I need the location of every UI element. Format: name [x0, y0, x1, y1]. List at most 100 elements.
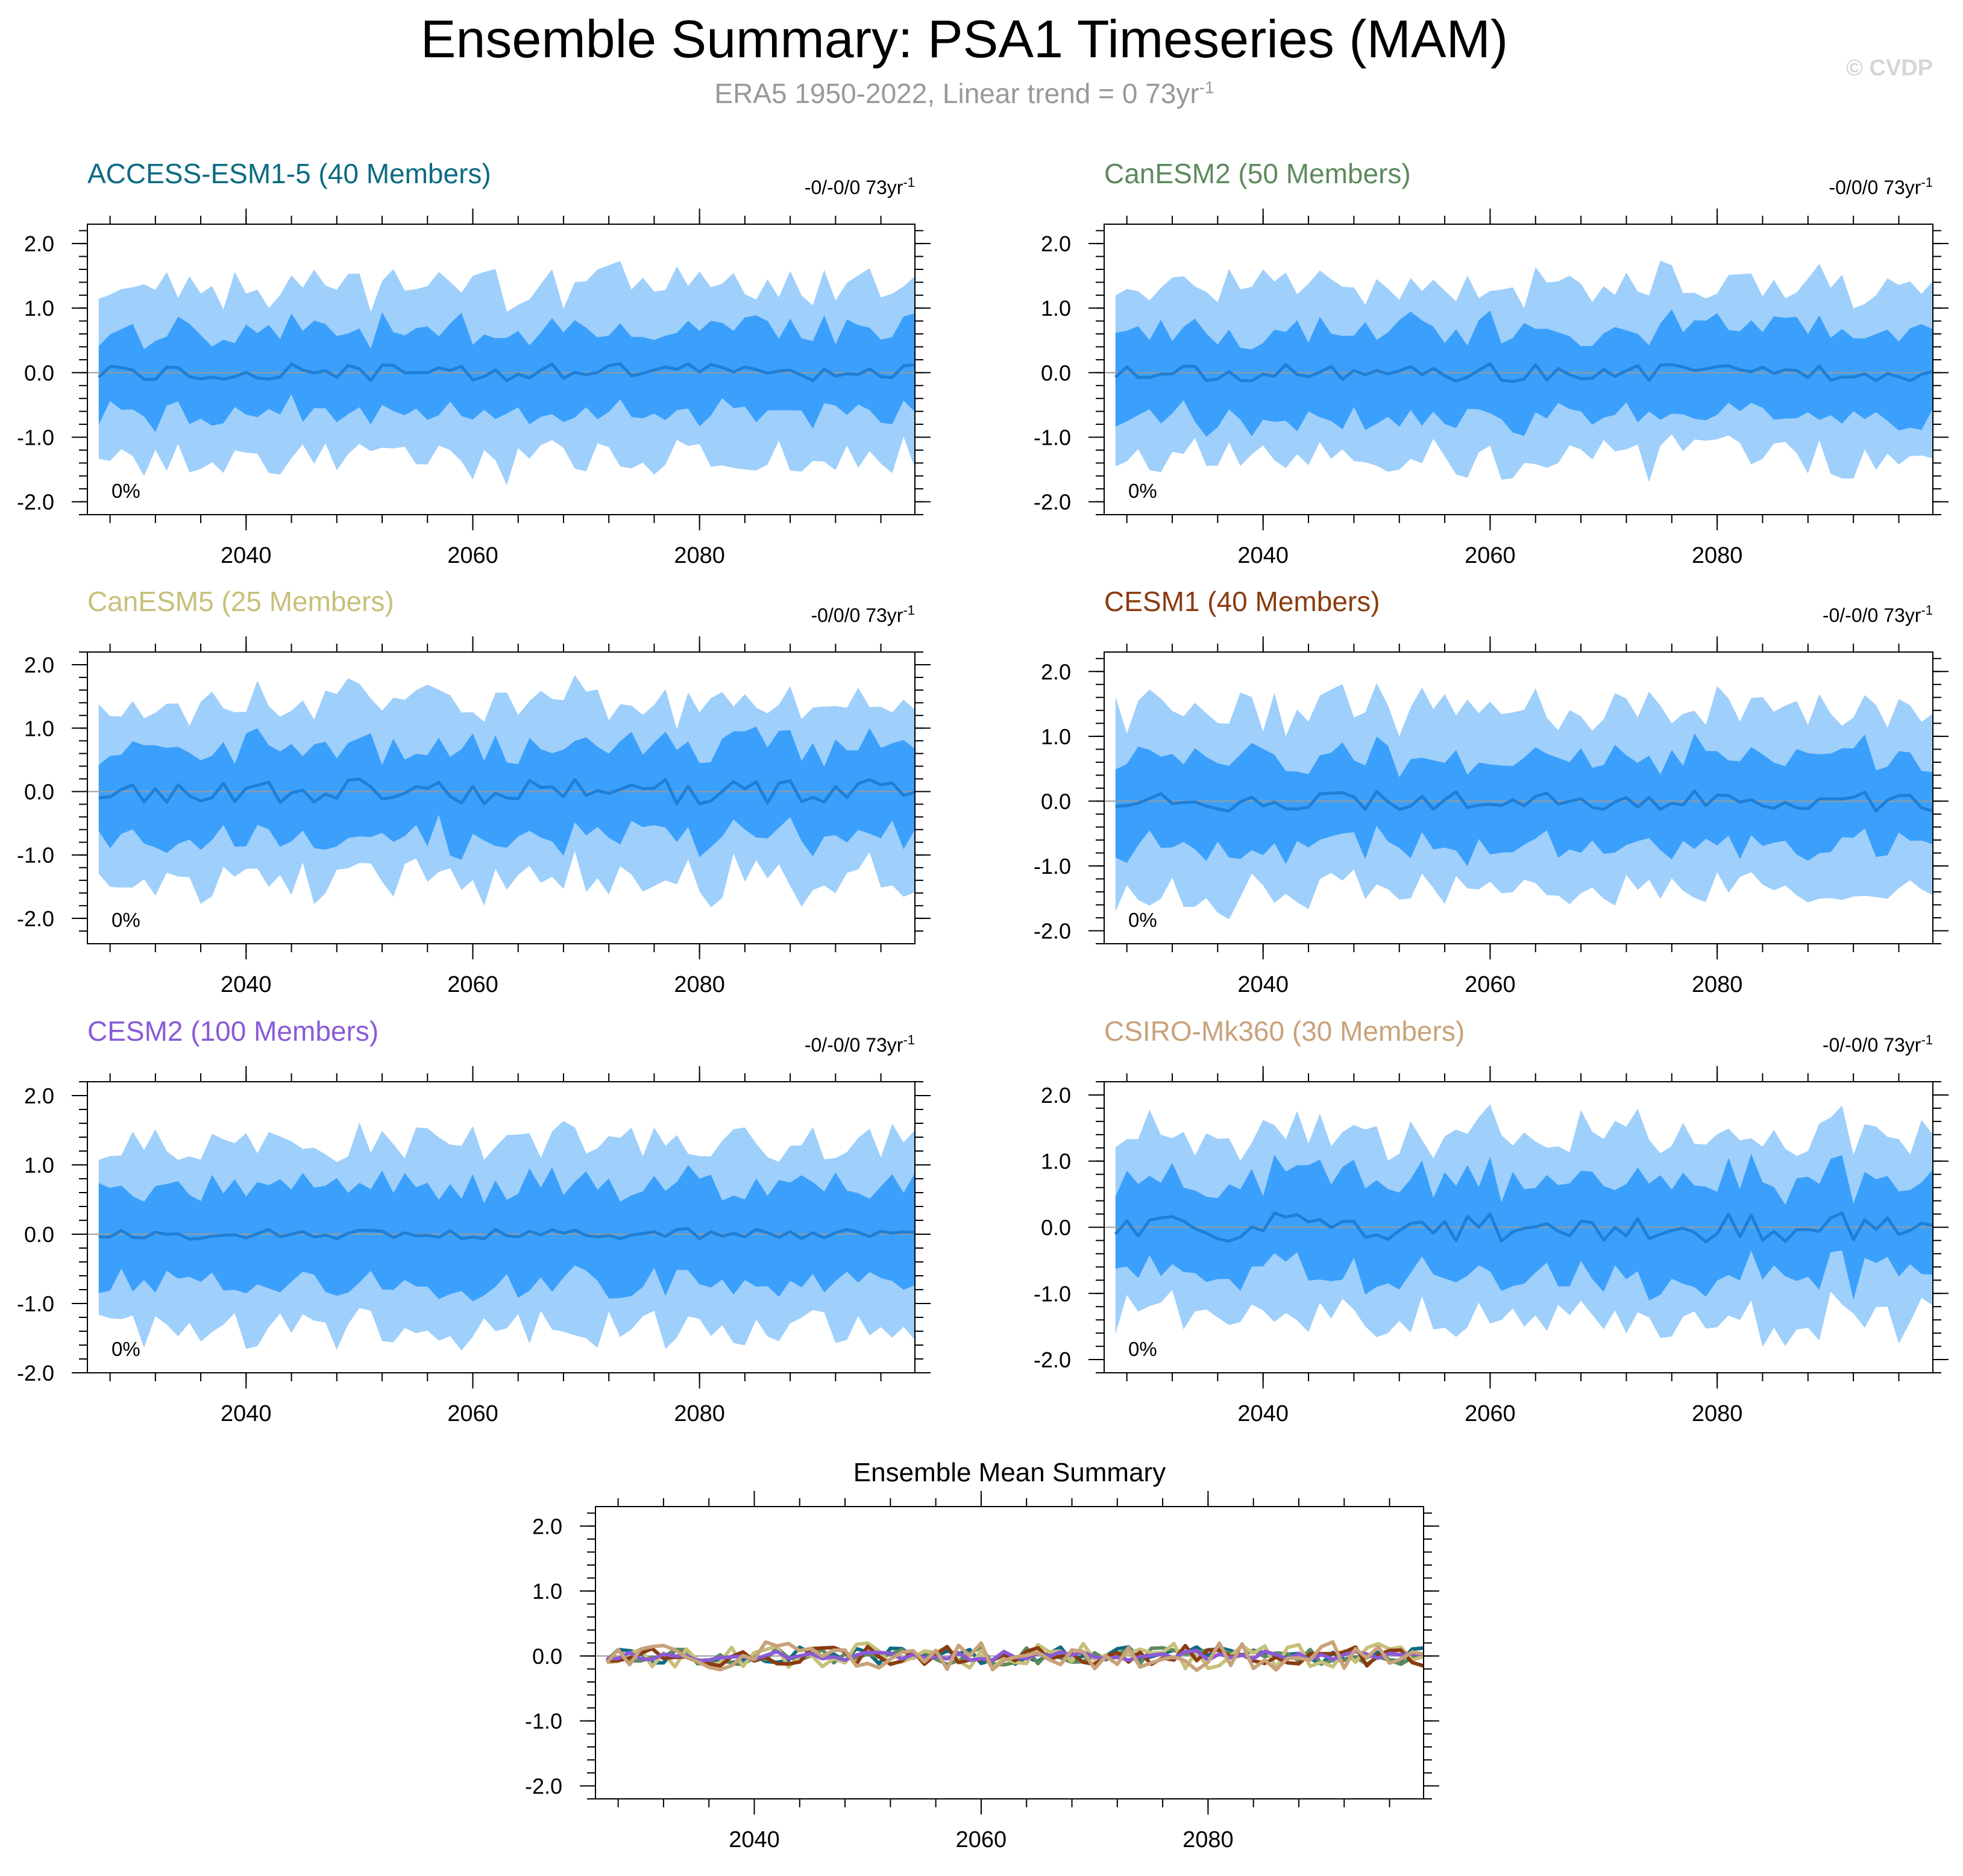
chart-4-y-tick-label: 2.0 — [1041, 659, 1071, 684]
chart-6-title: CSIRO-Mk360 (30 Members) — [1104, 1015, 1465, 1047]
chart-6-y-tick-label: -1.0 — [1034, 1281, 1071, 1306]
chart-2-x-tick-label: 2040 — [1237, 543, 1289, 568]
chart-2-median-line — [1114, 362, 1933, 383]
chart-7-y-tick-label: 1.0 — [532, 1579, 562, 1604]
chart-2-y-tick-label: -1.0 — [1034, 425, 1071, 450]
chart-5-median-line — [98, 1227, 916, 1241]
chart-3-median-line — [98, 777, 916, 806]
chart-7-title: Ensemble Mean Summary — [853, 1458, 1166, 1487]
chart-6-y-tick-label: 1.0 — [1041, 1149, 1071, 1174]
chart-4-x-tick-label: 2040 — [1237, 972, 1289, 997]
chart-3-trend-label: -0/0/0 73yr-1 — [811, 603, 915, 626]
chart-3-x-tick-label: 2060 — [447, 972, 498, 997]
chart-6-x-tick-label: 2080 — [1692, 1401, 1743, 1426]
subtitle-text: ERA5 1950-2022, Linear trend = 0 73yr — [714, 78, 1199, 109]
chart-5-y-tick-label: 1.0 — [24, 1153, 54, 1178]
chart-3-inner-range-band — [98, 726, 915, 860]
chart-3-y-tick-label: 2.0 — [24, 653, 54, 677]
chart-2-percent-label: 0% — [1128, 480, 1157, 502]
chart-4-y-tick-label: 0.0 — [1041, 789, 1071, 814]
chart-6-y-tick-label: 0.0 — [1041, 1216, 1071, 1240]
chart-4-trend-label: -0/-0/0 73yr-1 — [1823, 603, 1933, 626]
chart-1-title: ACCESS-ESM1-5 (40 Members) — [87, 158, 491, 189]
chart-2-y-tick-label: 0.0 — [1041, 360, 1071, 385]
chart-7-y-tick-label: 2.0 — [532, 1514, 562, 1539]
chart-4-median-line — [1115, 789, 1933, 813]
chart-6-trend-label: -0/-0/0 73yr-1 — [1823, 1032, 1933, 1056]
chart-6-x-tick-label: 2040 — [1237, 1401, 1289, 1426]
chart-5-inner-range-band — [98, 1165, 915, 1302]
chart-7-x-tick-label: 2040 — [729, 1827, 780, 1852]
chart-4-frame — [1104, 651, 1933, 944]
chart-5-x-tick-label: 2080 — [674, 1401, 725, 1426]
chart-4-y-tick-label: 1.0 — [1041, 724, 1071, 749]
page-subtitle: ERA5 1950-2022, Linear trend = 0 73yr-1 — [0, 77, 1929, 110]
chart-2-frame — [1104, 224, 1933, 515]
chart-3-y-tick-label: 0.0 — [24, 779, 54, 804]
chart-1-median-line — [98, 362, 916, 383]
chart-3-y-tick-label: 1.0 — [24, 716, 54, 741]
chart-4-x-tick-label: 2060 — [1465, 972, 1516, 997]
chart-7-series-line-6 — [605, 1640, 1424, 1672]
chart-5-percent-label: 0% — [111, 1338, 140, 1360]
page-title: Ensemble Summary: PSA1 Timeseries (MAM) — [420, 9, 1509, 69]
chart-4-inner-range-band — [1115, 733, 1933, 867]
chart-5-y-tick-label: 2.0 — [24, 1084, 54, 1108]
chart-6-y-tick-label: 2.0 — [1041, 1083, 1071, 1108]
chart-3-x-tick-label: 2080 — [674, 972, 725, 997]
chart-1-y-tick-label: -1.0 — [17, 425, 54, 450]
chart-1-x-tick-label: 2080 — [674, 543, 725, 568]
chart-1-percent-label: 0% — [111, 480, 140, 502]
chart-5-y-tick-label: -2.0 — [17, 1361, 54, 1385]
chart-5-trend-label: -0/-0/0 73yr-1 — [805, 1032, 915, 1056]
chart-2-title: CanESM2 (50 Members) — [1104, 158, 1411, 189]
chart-7-x-tick-label: 2080 — [1183, 1827, 1234, 1852]
chart-5-trend-superscript: -1 — [903, 1032, 915, 1047]
chart-5-y-tick-label: -1.0 — [17, 1291, 54, 1316]
chart-5-x-tick-label: 2040 — [221, 1401, 272, 1426]
chart-4-percent-label: 0% — [1128, 909, 1157, 931]
chart-1-y-tick-label: 2.0 — [24, 231, 54, 256]
chart-7-y-tick-label: -1.0 — [525, 1709, 562, 1734]
chart-7-x-tick-label: 2060 — [956, 1827, 1007, 1852]
chart-2-y-tick-label: 2.0 — [1041, 231, 1071, 256]
chart-3-percent-label: 0% — [111, 909, 140, 931]
chart-6-x-tick-label: 2060 — [1465, 1401, 1516, 1426]
chart-7-y-tick-label: 0.0 — [532, 1644, 562, 1669]
chart-2-y-tick-label: -2.0 — [1034, 490, 1071, 515]
chart-1-y-tick-label: 0.0 — [24, 360, 54, 385]
chart-7-series-line-4 — [606, 1643, 1424, 1668]
chart-4-trend-superscript: -1 — [1921, 603, 1933, 618]
chart-1-trend-superscript: -1 — [903, 175, 915, 190]
chart-7-series-line-3 — [606, 1641, 1424, 1671]
chart-3-y-tick-label: -2.0 — [17, 906, 54, 931]
chart-2-y-tick-label: 1.0 — [1041, 296, 1071, 321]
chart-7-y-tick-label: -2.0 — [525, 1774, 562, 1798]
chart-3-x-tick-label: 2040 — [221, 972, 272, 997]
chart-4-title: CESM1 (40 Members) — [1104, 586, 1380, 617]
chart-5-x-tick-label: 2060 — [447, 1401, 498, 1426]
chart-1-y-tick-label: -2.0 — [17, 490, 54, 515]
chart-4-y-tick-label: -2.0 — [1034, 918, 1071, 943]
chart-7-frame — [595, 1506, 1424, 1799]
chart-6-y-tick-label: -2.0 — [1034, 1347, 1071, 1372]
chart-5-y-tick-label: 0.0 — [24, 1222, 54, 1247]
chart-2-x-tick-label: 2060 — [1465, 543, 1516, 568]
chart-6-percent-label: 0% — [1128, 1338, 1157, 1360]
chart-1-trend-label: -0/-0/0 73yr-1 — [805, 175, 915, 198]
chart-4-x-tick-label: 2080 — [1692, 972, 1743, 997]
chart-2-x-tick-label: 2080 — [1692, 543, 1743, 568]
chart-1-y-tick-label: 1.0 — [24, 296, 54, 321]
chart-3-y-tick-label: -1.0 — [17, 843, 54, 868]
chart-2-trend-label: -0/0/0 73yr-1 — [1829, 175, 1933, 198]
cvdp-watermark: © CVDP — [1845, 55, 1933, 81]
chart-4-y-tick-label: -1.0 — [1034, 854, 1071, 879]
chart-3-trend-superscript: -1 — [903, 603, 915, 618]
chart-3-frame — [87, 651, 916, 944]
chart-6-median-line — [1114, 1211, 1933, 1244]
chart-1-frame — [87, 224, 916, 515]
subtitle-superscript: -1 — [1199, 78, 1214, 97]
chart-6-trend-superscript: -1 — [1921, 1032, 1933, 1047]
chart-5-title: CESM2 (100 Members) — [87, 1015, 378, 1047]
